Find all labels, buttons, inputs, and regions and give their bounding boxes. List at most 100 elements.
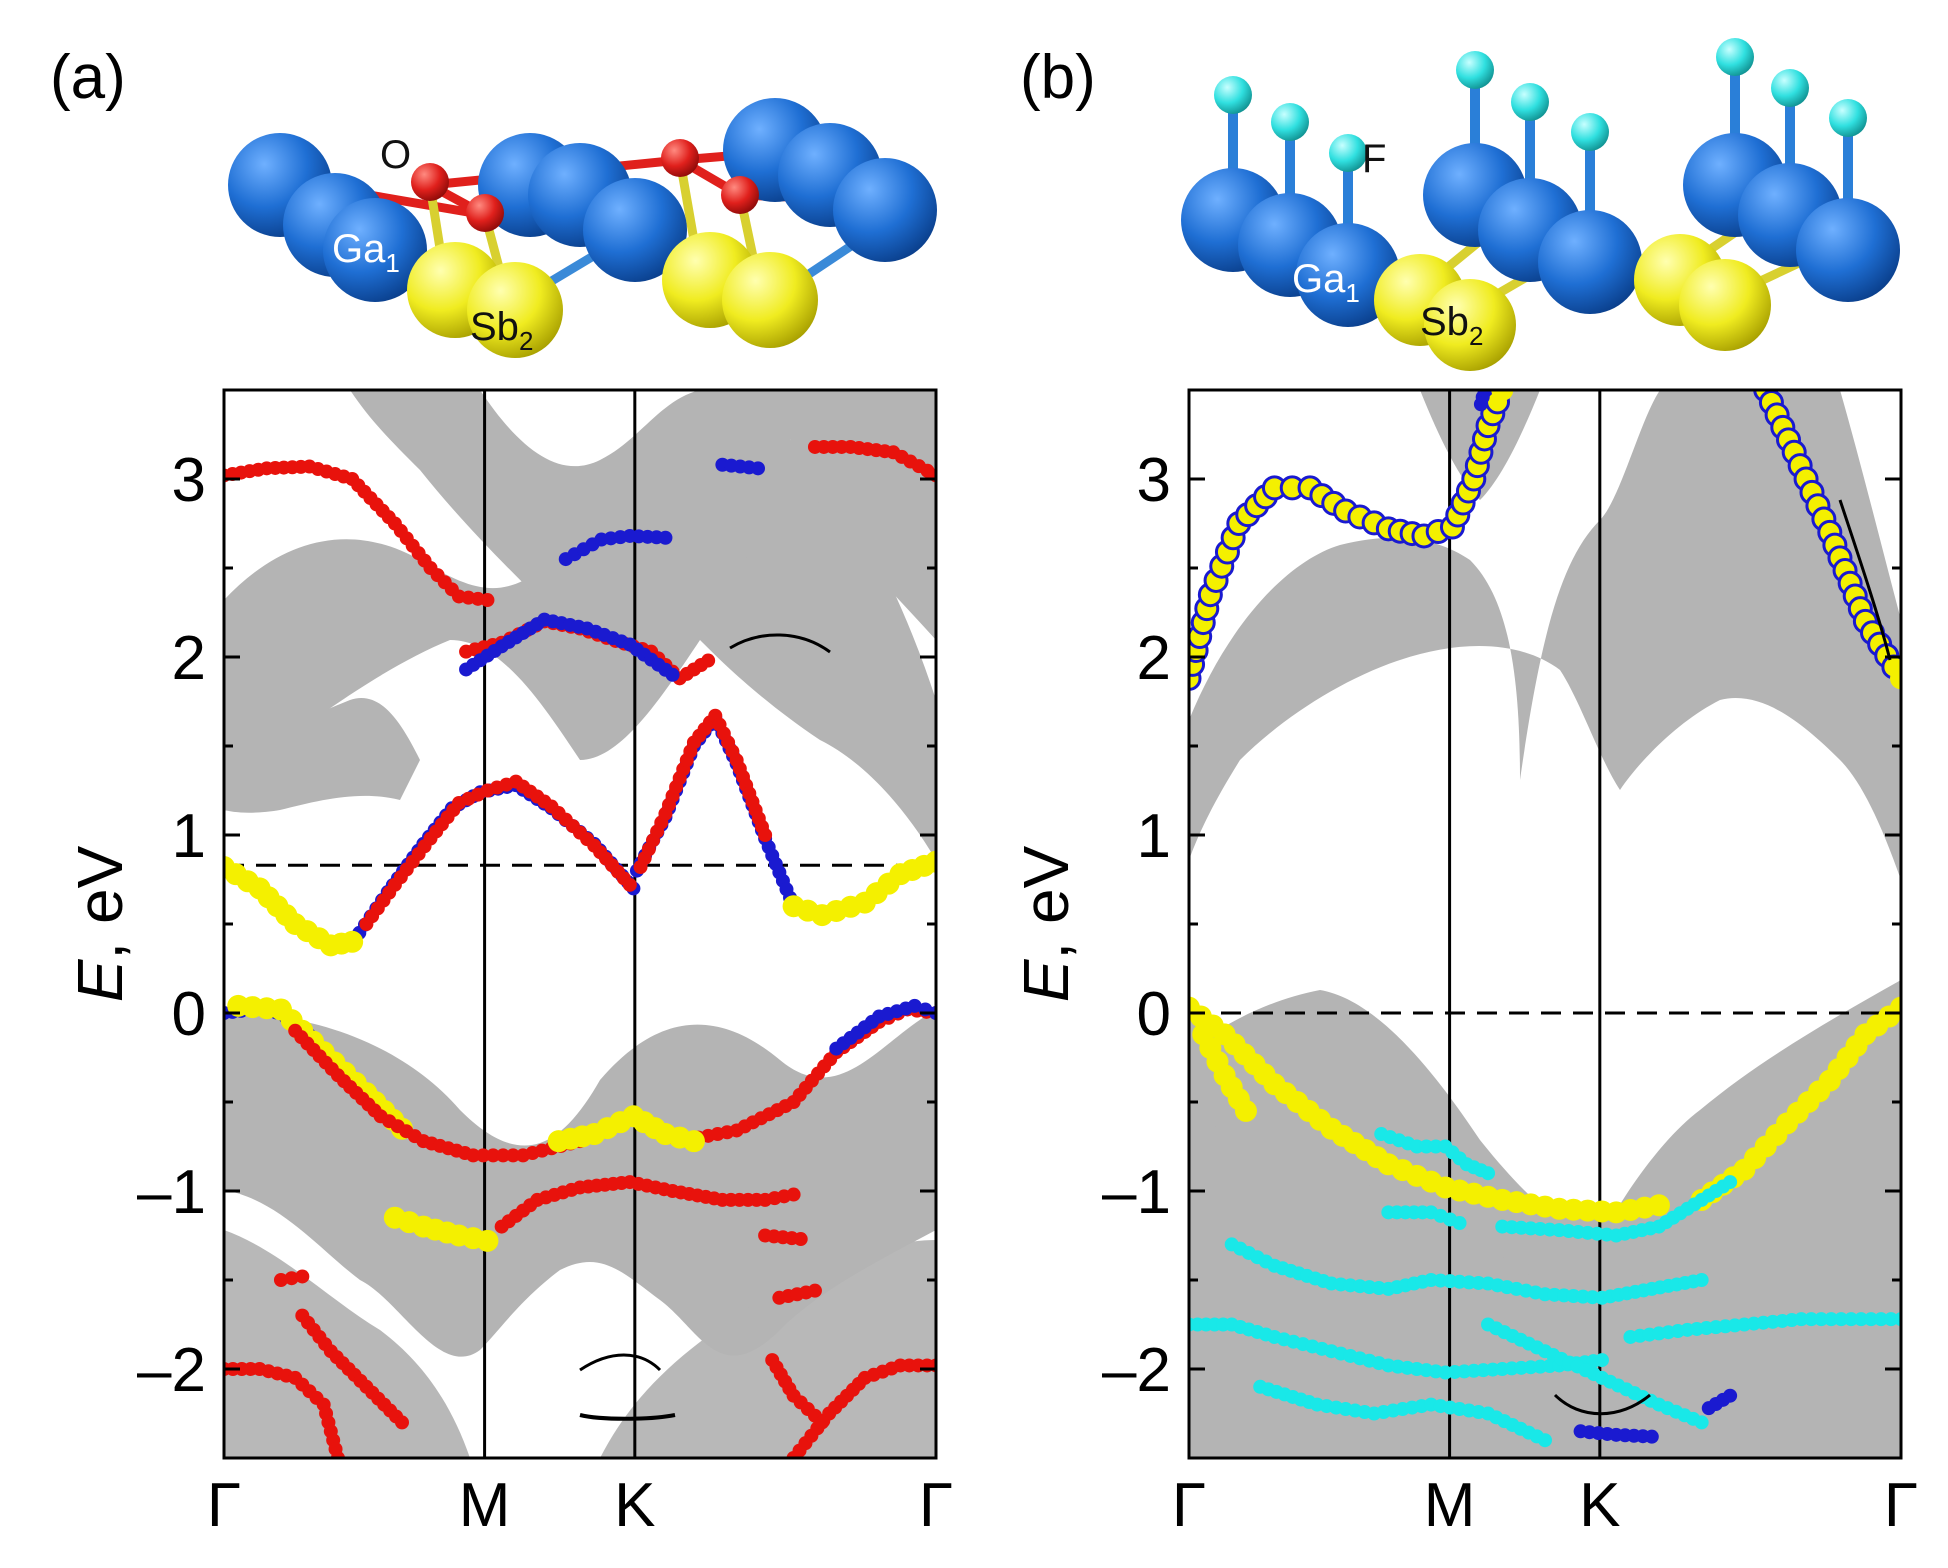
band-point — [751, 461, 765, 476]
band-point — [1723, 1175, 1738, 1190]
y-tick-label: 3 — [172, 446, 206, 515]
band-point — [1864, 1312, 1879, 1327]
axes-a: –2 –1 0 1 2 3 Γ M K Γ E, eV — [64, 388, 953, 1540]
band-series-yellow — [547, 1105, 705, 1153]
band-series-cyan — [1224, 1237, 1709, 1305]
band-point — [1452, 1216, 1467, 1231]
band-series-blue — [1701, 1388, 1738, 1416]
y-tick-label: –1 — [137, 1158, 206, 1227]
band-series-blue — [629, 710, 801, 914]
band-point — [815, 1415, 830, 1430]
y-tick-label: 2 — [172, 624, 206, 693]
atomic-structure-b: F Ga1 Sb2 — [1181, 38, 1900, 371]
y-tick-label: 0 — [1137, 980, 1171, 1049]
band-point — [1834, 1312, 1849, 1327]
band-series-red — [295, 1308, 409, 1430]
band-point — [486, 1148, 501, 1163]
x-tick-label: Γ — [919, 1471, 953, 1540]
atom-label-sb: Sb2 — [470, 305, 533, 356]
band-point — [476, 1229, 499, 1252]
band-point — [330, 1451, 345, 1458]
band-point — [1491, 390, 1514, 401]
band-series-red — [273, 1269, 310, 1287]
band-point — [1694, 1273, 1709, 1287]
band-point — [1814, 1312, 1829, 1327]
band-point — [807, 1283, 822, 1298]
band-point — [1477, 390, 1492, 397]
projected-bands-b — [1189, 390, 1901, 1448]
band-series-yellow — [1753, 390, 1901, 690]
band-point — [925, 850, 936, 873]
band-series-cyan — [1253, 1379, 1552, 1448]
band-point — [295, 1269, 310, 1284]
band-point — [506, 1148, 521, 1163]
y-axis-label: E, eV — [64, 845, 136, 1002]
band-point — [1874, 1312, 1889, 1327]
band-point — [1644, 1429, 1659, 1444]
projected-bands-a — [224, 439, 936, 1458]
y-tick-label: 2 — [1137, 624, 1171, 693]
band-point — [480, 593, 495, 608]
x-tick-label: K — [614, 1471, 655, 1540]
atom-label-f: F — [1362, 137, 1386, 181]
x-tick-label: Γ — [1172, 1471, 1206, 1540]
band-point — [758, 828, 773, 842]
band-point — [622, 877, 637, 892]
y-tick-label: 0 — [172, 980, 206, 1049]
band-series-yellow — [224, 856, 364, 957]
band-series-cyan — [1381, 1205, 1467, 1231]
band-point — [786, 1187, 801, 1202]
band-series-blue — [352, 778, 641, 940]
band-series-red — [224, 1362, 345, 1458]
band-series-blue — [1573, 1424, 1659, 1444]
band-point — [1794, 1312, 1809, 1327]
x-tick-label: Γ — [1884, 1471, 1918, 1540]
band-point — [1538, 1433, 1552, 1448]
band-point — [907, 998, 922, 1013]
band-point — [1884, 1312, 1899, 1327]
band-point — [284, 1271, 299, 1286]
y-tick-label: 3 — [1137, 446, 1171, 515]
y-tick-label: 1 — [172, 802, 206, 871]
band-point — [682, 1130, 705, 1153]
x-tick-label: K — [1579, 1471, 1620, 1540]
atomic-structure-a: O Ga1 Sb2 — [228, 98, 937, 358]
band-series-cyan — [1623, 1312, 1901, 1344]
band-series-red — [765, 1353, 830, 1430]
band-point — [1481, 1166, 1496, 1181]
band-series-blue — [558, 528, 673, 567]
band-series-yellow — [1189, 390, 1514, 691]
band-point — [1647, 1194, 1670, 1217]
band-series-yellow — [1192, 1023, 1257, 1122]
band-point — [496, 1148, 511, 1163]
y-tick-label: –2 — [1102, 1336, 1171, 1405]
band-point — [1824, 1312, 1839, 1327]
band-series-red — [224, 459, 495, 608]
band-point — [273, 1273, 288, 1287]
x-tick-label: M — [1424, 1471, 1476, 1540]
band-series-red — [359, 774, 637, 931]
band-point — [1594, 1353, 1609, 1368]
band-series-yellow — [782, 850, 936, 927]
band-point — [1804, 1312, 1819, 1327]
band-point — [1844, 1312, 1859, 1327]
band-series-blue — [1473, 390, 1492, 412]
band-series-blue — [459, 612, 680, 682]
y-tick-label: –1 — [1102, 1158, 1171, 1227]
band-series-red — [758, 1228, 808, 1247]
band-point — [1890, 667, 1901, 690]
atom-label-o: O — [380, 133, 411, 177]
band-series-blue — [715, 457, 765, 476]
band-point — [341, 930, 364, 953]
band-point — [395, 1415, 409, 1430]
band-point — [466, 1148, 481, 1163]
band-series-cyan — [1495, 1175, 1738, 1243]
panel-label: (b) — [1020, 43, 1096, 112]
band-point — [1894, 1312, 1901, 1327]
band-point — [1234, 1099, 1257, 1122]
band-point — [665, 667, 680, 682]
band-series-red — [807, 439, 936, 483]
band-series-red — [772, 1283, 822, 1305]
band-point — [1854, 1312, 1869, 1327]
